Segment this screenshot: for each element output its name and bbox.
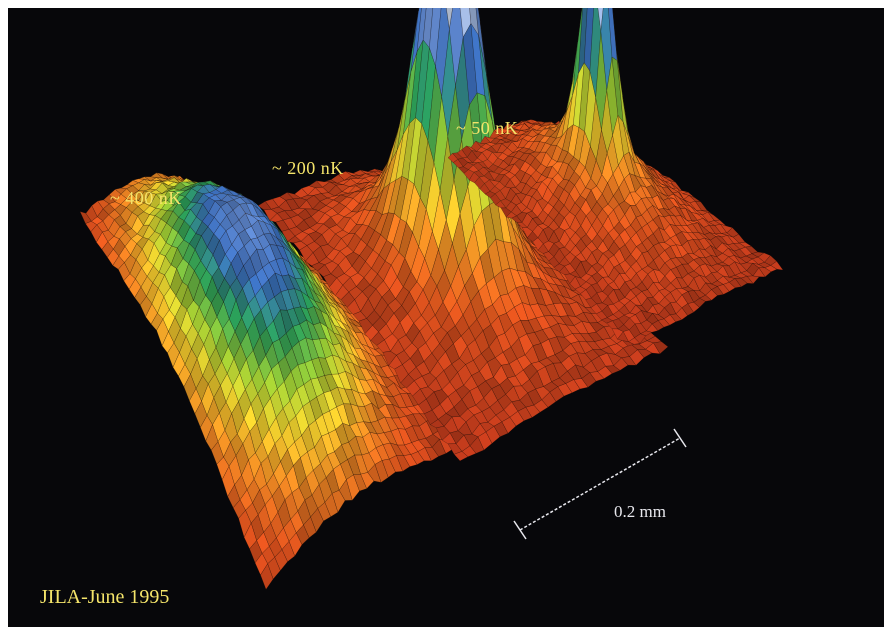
temp-label-200nk: ~ 200 nK	[272, 158, 344, 178]
surface-50nk	[447, 8, 784, 347]
image-frame: ~ 400 nK ~ 200 nK ~ 50 nK 0.2 mm JILA-Ju…	[8, 8, 884, 627]
density-surface-plot	[79, 8, 784, 590]
scale-bar-label: 0.2 mm	[614, 502, 666, 521]
temp-label-50nk: ~ 50 nK	[456, 118, 519, 138]
surface-400nk	[79, 172, 454, 590]
scale-bar	[513, 428, 687, 540]
credit-caption: JILA-June 1995	[40, 586, 170, 608]
temp-label-400nk: ~ 400 nK	[110, 188, 182, 208]
